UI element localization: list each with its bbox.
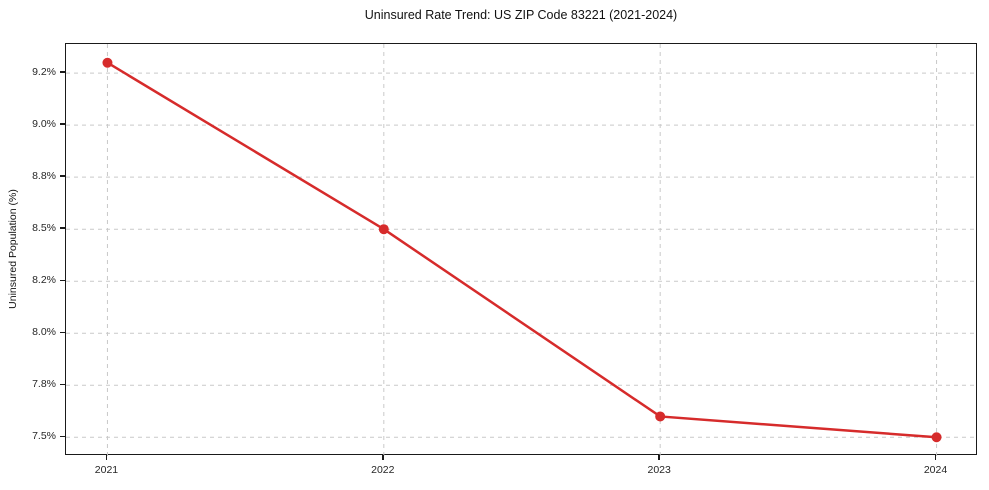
- x-tick-label: 2022: [371, 464, 395, 476]
- y-tick-mark: [60, 383, 65, 385]
- trend-line: [106, 61, 938, 439]
- data-point: [931, 432, 942, 443]
- y-tick-mark: [60, 227, 65, 229]
- y-tick-mark: [60, 331, 65, 333]
- y-tick-mark: [60, 435, 65, 437]
- y-tick-label: 7.5%: [32, 430, 56, 443]
- y-tick-mark: [60, 175, 65, 177]
- trend-line-plot: [66, 44, 978, 456]
- x-tick-mark: [382, 455, 384, 460]
- y-tick-label: 8.0%: [32, 326, 56, 339]
- y-tick-label: 7.8%: [32, 378, 56, 391]
- y-tick-mark: [60, 123, 65, 125]
- x-tick-mark: [934, 455, 937, 460]
- x-tick-mark: [658, 455, 660, 460]
- x-tick-label: 2024: [923, 464, 948, 476]
- x-tick-mark: [105, 455, 108, 460]
- data-point: [655, 411, 666, 422]
- x-tick-label: 2021: [94, 464, 119, 476]
- plot-area: [65, 43, 978, 456]
- y-tick-label: 9.2%: [32, 66, 56, 79]
- y-tick-label: 8.8%: [32, 170, 56, 183]
- chart-title: Uninsured Rate Trend: US ZIP Code 83221 …: [364, 8, 678, 22]
- data-point: [378, 224, 389, 235]
- data-point: [102, 57, 113, 68]
- y-tick-label: 8.5%: [32, 222, 56, 235]
- y-axis-label: Uninsured Population (%): [7, 189, 19, 309]
- y-tick-mark: [60, 71, 65, 73]
- y-tick-label: 8.2%: [32, 274, 56, 287]
- x-tick-label: 2023: [647, 464, 671, 476]
- y-tick-label: 9.0%: [32, 118, 56, 131]
- y-tick-mark: [60, 279, 65, 281]
